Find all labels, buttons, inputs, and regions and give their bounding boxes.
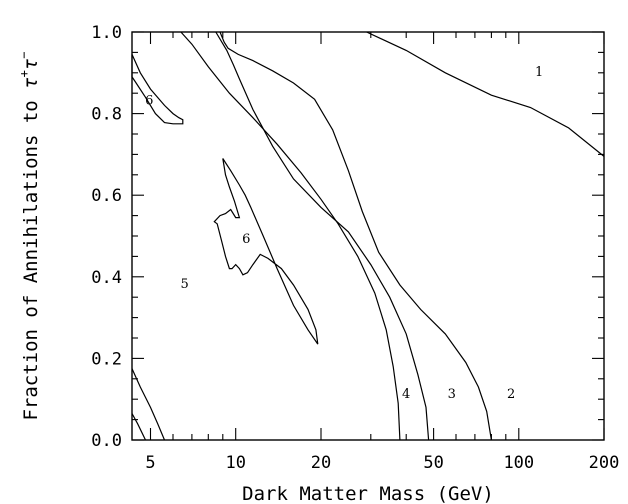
y-tick-label: 0.8: [91, 105, 122, 125]
y-axis-title: Fraction of Annihilations to τ+τ−: [17, 51, 42, 420]
x-tick-label: 200: [589, 453, 620, 473]
region-label-2: 2: [507, 387, 515, 402]
region-label-6: 6: [242, 232, 250, 247]
x-tick-label: 50: [423, 453, 443, 473]
curve-corner-lower-left-a: [131, 368, 166, 441]
ticks-layer: [132, 31, 605, 441]
region-label-6: 6: [145, 93, 153, 108]
region-label-3: 3: [448, 387, 456, 402]
y-axis-title-prefix: Fraction of Annihilations to: [20, 89, 42, 421]
region-label-1: 1: [535, 65, 543, 80]
tick-labels-layer: 5 10 20 50 100 200 0.0 0.2 0.4 0.6 0.8 1.0: [91, 23, 619, 473]
x-tick-label: 100: [503, 453, 534, 473]
region-label-5: 5: [181, 277, 189, 292]
x-tick-label: 10: [225, 453, 245, 473]
x-axis-title: Dark Matter Mass (GeV): [242, 483, 494, 504]
plot-frame: [131, 31, 605, 441]
curves-layer: [131, 31, 605, 441]
curve-corner-lower-left-b: [131, 413, 147, 441]
y-tick-label: 0.6: [91, 186, 122, 206]
y-tick-label: 1.0: [91, 23, 122, 43]
curve-boundary-2-3: [219, 31, 492, 441]
y-axis-title-symbol: τ: [20, 77, 42, 88]
x-tick-label: 5: [145, 453, 155, 473]
y-tick-label: 0.4: [91, 268, 122, 288]
region-label-4: 4: [402, 387, 410, 402]
x-tick-label: 20: [311, 453, 331, 473]
y-tick-label: 0.2: [91, 349, 122, 369]
curve-boundary-4-5: [180, 31, 401, 441]
curve-island-6-middle: [213, 158, 319, 345]
y-axis-title-sup-minus: −: [17, 51, 31, 58]
curve-boundary-3-4: [215, 31, 430, 441]
y-tick-label: 0.0: [91, 431, 122, 451]
curve-boundary-1-2: [366, 31, 605, 157]
y-axis-title-symbol-2: τ: [20, 59, 42, 70]
region-labels-layer: 1 2 3 4 5 6 6: [145, 65, 543, 402]
curve-island-6-upper: [131, 54, 184, 125]
y-axis-title-sup-plus: +: [17, 70, 31, 77]
